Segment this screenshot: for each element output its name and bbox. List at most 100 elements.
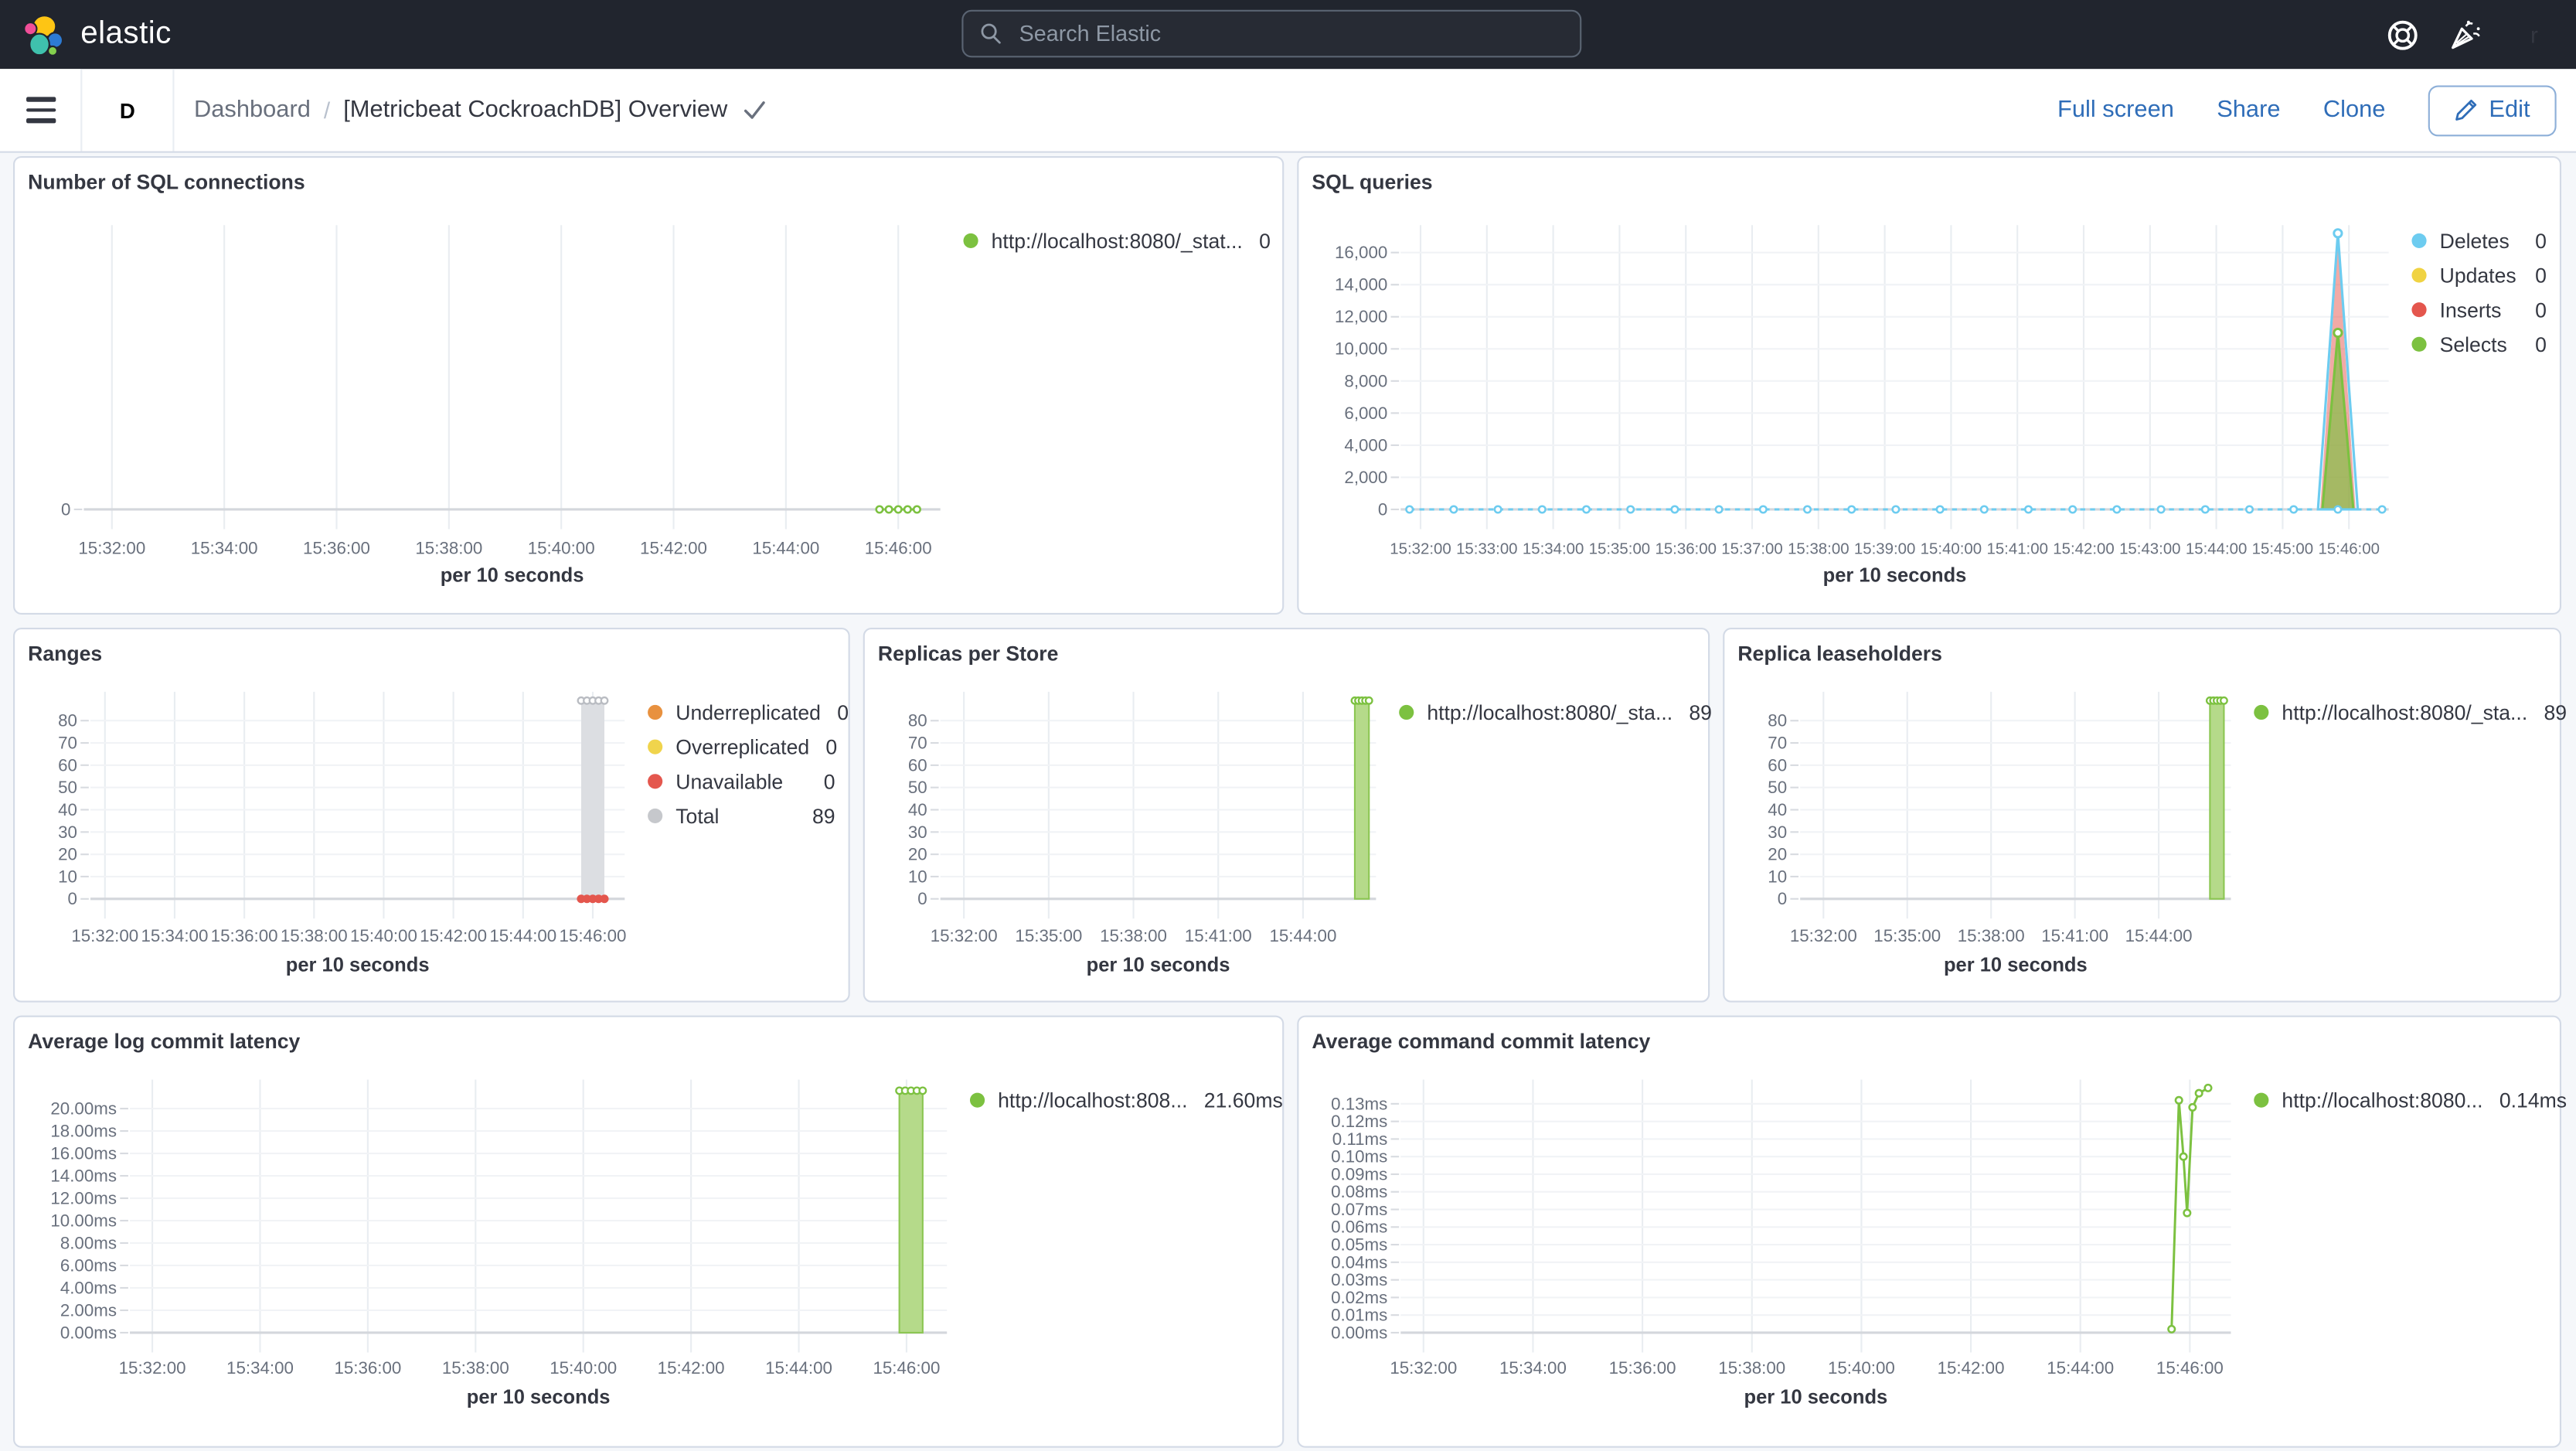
legend-dot-icon [963, 233, 978, 248]
svg-text:15:32:00: 15:32:00 [931, 926, 998, 945]
panel-sql-connections: Number of SQL connections 0 15:32:00 15:34:… [13, 155, 1285, 615]
legend-item[interactable]: http://localhost:8080/_stat... 0 [963, 223, 1271, 258]
legend-item[interactable]: http://localhost:808... 21.60ms [969, 1083, 1283, 1118]
chart-legend: http://localhost:808... 21.60ms [969, 1083, 1283, 1118]
svg-text:15:46:00: 15:46:00 [865, 538, 932, 557]
legend-item[interactable]: http://localhost:8080... 0.14ms [2254, 1083, 2567, 1118]
chart-replica-leaseholders[interactable]: 0 10 20 30 40 50 60 70 80 15:32:00 15:35:00 15:38:0… [1737, 679, 2241, 994]
svg-text:50: 50 [908, 778, 927, 797]
top-actions: r [2385, 0, 2556, 69]
help-icon[interactable] [2385, 17, 2420, 52]
elastic-logo [23, 14, 64, 56]
panel-title: Number of SQL connections [28, 171, 305, 194]
legend-item[interactable]: Unavailable 0 [648, 764, 835, 799]
svg-text:per 10 seconds: per 10 seconds [1744, 1386, 1888, 1408]
avatar[interactable]: r [2512, 12, 2556, 56]
legend-label: Underreplicated [675, 700, 821, 724]
edit-button[interactable]: Edit [2428, 84, 2557, 136]
legend-label: Selects [2439, 332, 2507, 356]
svg-text:80: 80 [1768, 711, 1787, 731]
svg-text:15:36:00: 15:36:00 [211, 926, 278, 945]
svg-text:6,000: 6,000 [1344, 404, 1387, 423]
svg-text:15:32:00: 15:32:00 [119, 1358, 186, 1378]
svg-text:15:46:00: 15:46:00 [2156, 1358, 2224, 1378]
svg-text:15:44:00: 15:44:00 [2047, 1358, 2114, 1378]
legend-dot-icon [648, 704, 663, 720]
svg-text:0.06ms: 0.06ms [1331, 1218, 1387, 1237]
svg-text:15:42:00: 15:42:00 [2053, 540, 2114, 557]
pencil-icon [2455, 99, 2477, 121]
brand-name: elastic [80, 16, 172, 51]
search-input[interactable] [1016, 19, 1564, 48]
news-icon[interactable] [2449, 18, 2482, 51]
svg-text:15:40:00: 15:40:00 [1921, 540, 1982, 557]
legend-item[interactable]: Deletes 0 [2411, 223, 2547, 258]
chart-replicas-per-store[interactable]: 0 10 20 30 40 50 60 70 80 15:32:00 15:35:00 15:38:0… [878, 679, 1386, 994]
svg-text:15:38:00: 15:38:00 [281, 926, 348, 945]
space-badge[interactable]: D [119, 97, 135, 123]
svg-text:15:41:00: 15:41:00 [1185, 926, 1252, 945]
legend-item[interactable]: Underreplicated 0 [648, 695, 849, 730]
legend-item[interactable]: Inserts 0 [2411, 292, 2547, 327]
panel-title: Average command commit latency [1312, 1030, 1651, 1054]
svg-text:12.00ms: 12.00ms [50, 1188, 117, 1207]
legend-label: Total [675, 804, 720, 828]
global-search[interactable] [961, 9, 1582, 58]
chart-legend: http://localhost:8080/_sta... 89 [1399, 695, 1712, 730]
divider [80, 69, 83, 152]
chart-avg-log-commit-latency[interactable]: 0.00ms 2.00ms 4.00ms 6.00ms 8.00ms 10.00ms 12.… [28, 1067, 957, 1440]
clone-button[interactable]: Clone [2322, 97, 2386, 124]
svg-text:15:34:00: 15:34:00 [191, 538, 258, 557]
svg-text:20: 20 [58, 845, 77, 864]
legend-item[interactable]: Updates 0 [2411, 258, 2547, 293]
svg-text:15:44:00: 15:44:00 [489, 926, 556, 945]
svg-text:70: 70 [1768, 733, 1787, 752]
svg-text:15:40:00: 15:40:00 [1828, 1358, 1895, 1378]
svg-text:15:43:00: 15:43:00 [2119, 540, 2180, 557]
svg-text:2,000: 2,000 [1344, 468, 1387, 487]
panel-title: SQL queries [1312, 171, 1433, 194]
legend-item[interactable]: http://localhost:8080/_sta... 89 [1399, 695, 1712, 730]
svg-text:15:40:00: 15:40:00 [528, 538, 595, 557]
legend-dot-icon [2254, 1092, 2269, 1108]
legend-dot-icon [648, 808, 663, 823]
chart-sql-connections[interactable]: 0 15:32:00 15:34:00 15:36:00 15:38:00 15:40:0… [28, 207, 950, 607]
notification-dot [2476, 10, 2492, 26]
panel-title: Average log commit latency [28, 1030, 301, 1054]
legend-value: 0 [2535, 298, 2547, 322]
panel-avg-command-commit-latency: Average command commit latency 0.00ms 0.01… [1297, 1015, 2567, 1448]
legend-item[interactable]: Selects 0 [2411, 327, 2547, 362]
svg-text:12,000: 12,000 [1335, 307, 1387, 326]
svg-text:0.02ms: 0.02ms [1331, 1288, 1387, 1307]
svg-text:per 10 seconds: per 10 seconds [441, 565, 584, 587]
svg-text:0.09ms: 0.09ms [1331, 1164, 1387, 1184]
legend-label: Overreplicated [675, 735, 810, 759]
chart-avg-command-commit-latency[interactable]: 0.00ms0.01ms0.02ms0.03ms0.04ms0.05ms0.06… [1312, 1067, 2241, 1440]
breadcrumb-dashboard[interactable]: Dashboard [193, 97, 311, 124]
svg-text:15:40:00: 15:40:00 [550, 1358, 617, 1378]
svg-text:per 10 seconds: per 10 seconds [1087, 954, 1230, 976]
svg-text:0.08ms: 0.08ms [1331, 1182, 1387, 1201]
menu-icon[interactable] [0, 69, 81, 152]
svg-text:15:45:00: 15:45:00 [2252, 540, 2313, 557]
svg-text:8.00ms: 8.00ms [60, 1233, 117, 1252]
elastic-brand[interactable]: elastic [22, 0, 172, 69]
svg-text:15:38:00: 15:38:00 [1958, 926, 2025, 945]
chart-sql-queries[interactable]: 0 2,000 4,000 6,000 8,000 10,000 12,000 14,000 1… [1312, 207, 2398, 607]
avatar-initial: r [2530, 21, 2538, 48]
svg-text:15:36:00: 15:36:00 [303, 538, 370, 557]
chart-ranges[interactable]: 0 10 20 30 40 50 60 70 80 15:32:00 15:34:00 15:36:0… [28, 679, 635, 994]
share-button[interactable]: Share [2217, 97, 2281, 124]
svg-text:per 10 seconds: per 10 seconds [467, 1386, 611, 1408]
svg-text:15:35:00: 15:35:00 [1589, 540, 1650, 557]
svg-text:15:38:00: 15:38:00 [1788, 540, 1849, 557]
legend-item[interactable]: http://localhost:8080/_sta... 89 [2254, 695, 2567, 730]
legend-item[interactable]: Overreplicated 0 [648, 730, 837, 765]
svg-text:10: 10 [58, 867, 77, 886]
panel-sql-queries: SQL queries 0 2,000 4,000 6,000 8,000 10,000 12… [1297, 155, 2562, 615]
svg-text:60: 60 [58, 755, 77, 775]
full-screen-button[interactable]: Full screen [2057, 97, 2174, 124]
legend-item[interactable]: Total 89 [648, 799, 835, 833]
check-icon[interactable] [742, 100, 765, 121]
